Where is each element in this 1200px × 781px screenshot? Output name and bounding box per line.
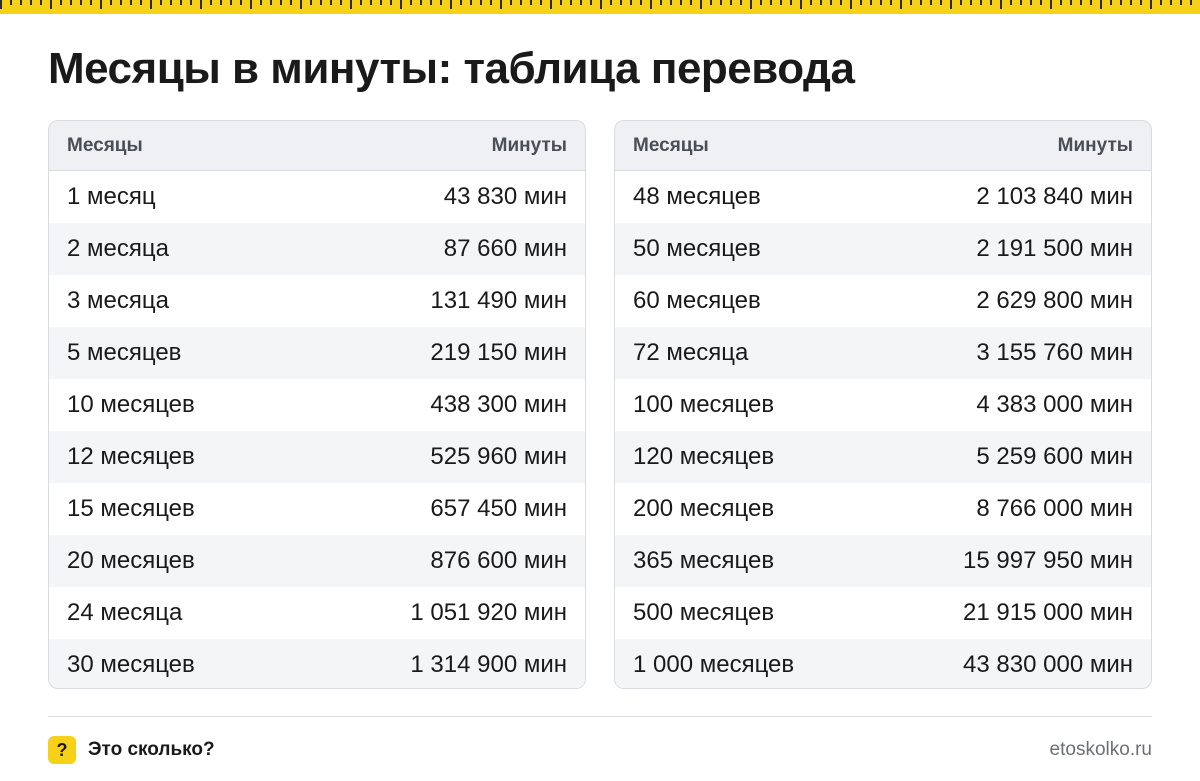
minutes-cell: 87 660 мин xyxy=(443,235,567,262)
table-row: 24 месяца 1 051 920 мин xyxy=(49,587,585,639)
table-row: 60 месяцев 2 629 800 мин xyxy=(615,275,1151,327)
table-header: Месяцы Минуты xyxy=(49,121,585,171)
table-row: 15 месяцев 657 450 мин xyxy=(49,483,585,535)
minutes-cell: 15 997 950 мин xyxy=(963,547,1133,574)
table-row: 100 месяцев 4 383 000 мин xyxy=(615,379,1151,431)
minutes-cell: 1 314 900 мин xyxy=(410,651,567,678)
minutes-cell: 438 300 мин xyxy=(430,391,567,418)
table-row: 200 месяцев 8 766 000 мин xyxy=(615,483,1151,535)
months-cell: 120 месяцев xyxy=(633,443,775,470)
table-row: 12 месяцев 525 960 мин xyxy=(49,431,585,483)
page-title: Месяцы в минуты: таблица перевода xyxy=(48,44,855,93)
table-row: 3 месяца 131 490 мин xyxy=(49,275,585,327)
months-cell: 20 месяцев xyxy=(67,547,195,574)
minutes-cell: 525 960 мин xyxy=(430,443,567,470)
table-row: 120 месяцев 5 259 600 мин xyxy=(615,431,1151,483)
months-cell: 100 месяцев xyxy=(633,391,775,418)
table-row: 20 месяцев 876 600 мин xyxy=(49,535,585,587)
brand-name: Это сколько? xyxy=(88,739,215,760)
minutes-cell: 2 103 840 мин xyxy=(976,183,1133,210)
months-cell: 1 месяц xyxy=(67,183,156,210)
minutes-cell: 1 051 920 мин xyxy=(410,599,567,626)
table-row: 10 месяцев 438 300 мин xyxy=(49,379,585,431)
table-row: 2 месяца 87 660 мин xyxy=(49,223,585,275)
column-header-minutes: Минуты xyxy=(491,134,567,156)
minutes-cell: 21 915 000 мин xyxy=(963,599,1133,626)
question-mark-icon: ? xyxy=(48,736,76,764)
months-cell: 2 месяца xyxy=(67,235,169,262)
minutes-cell: 2 629 800 мин xyxy=(976,287,1133,314)
table-row: 50 месяцев 2 191 500 мин xyxy=(615,223,1151,275)
minutes-cell: 8 766 000 мин xyxy=(976,495,1133,522)
minutes-cell: 219 150 мин xyxy=(430,339,567,366)
table-row: 5 месяцев 219 150 мин xyxy=(49,327,585,379)
table-row: 72 месяца 3 155 760 мин xyxy=(615,327,1151,379)
table-row: 1 месяц 43 830 мин xyxy=(49,171,585,223)
minutes-cell: 43 830 мин xyxy=(443,183,567,210)
months-cell: 15 месяцев xyxy=(67,495,195,522)
site-url[interactable]: etoskolko.ru xyxy=(1049,739,1152,760)
months-cell: 72 месяца xyxy=(633,339,749,366)
table-row: 500 месяцев 21 915 000 мин xyxy=(615,587,1151,639)
minutes-cell: 4 383 000 мин xyxy=(976,391,1133,418)
column-header-months: Месяцы xyxy=(633,134,709,156)
footer-divider xyxy=(48,716,1152,717)
table-row: 48 месяцев 2 103 840 мин xyxy=(615,171,1151,223)
minutes-cell: 43 830 000 мин xyxy=(963,651,1133,678)
months-cell: 365 месяцев xyxy=(633,547,775,574)
table-header: Месяцы Минуты xyxy=(615,121,1151,171)
minutes-cell: 2 191 500 мин xyxy=(976,235,1133,262)
months-cell: 48 месяцев xyxy=(633,183,761,210)
minutes-cell: 657 450 мин xyxy=(430,495,567,522)
conversion-table-left: Месяцы Минуты 1 месяц 43 830 мин 2 месяца 8… xyxy=(48,120,586,689)
column-header-minutes: Минуты xyxy=(1057,134,1133,156)
table-body: 1 месяц 43 830 мин 2 месяца 87 660 мин 3 мес… xyxy=(49,171,585,688)
table-row: 30 месяцев 1 314 900 мин xyxy=(49,639,585,688)
minutes-cell: 131 490 мин xyxy=(430,287,567,314)
table-row: 365 месяцев 15 997 950 мин xyxy=(615,535,1151,587)
minutes-cell: 876 600 мин xyxy=(430,547,567,574)
months-cell: 200 месяцев xyxy=(633,495,775,522)
minutes-cell: 3 155 760 мин xyxy=(976,339,1133,366)
months-cell: 5 месяцев xyxy=(67,339,182,366)
months-cell: 10 месяцев xyxy=(67,391,195,418)
conversion-table-right: Месяцы Минуты 48 месяцев 2 103 840 мин 50 … xyxy=(614,120,1152,689)
minutes-cell: 5 259 600 мин xyxy=(976,443,1133,470)
months-cell: 3 месяца xyxy=(67,287,169,314)
months-cell: 500 месяцев xyxy=(633,599,775,626)
table-row: 1 000 месяцев 43 830 000 мин xyxy=(615,639,1151,688)
months-cell: 50 месяцев xyxy=(633,235,761,262)
months-cell: 24 месяца xyxy=(67,599,183,626)
months-cell: 60 месяцев xyxy=(633,287,761,314)
column-header-months: Месяцы xyxy=(67,134,143,156)
ruler-decoration xyxy=(0,0,1200,14)
months-cell: 30 месяцев xyxy=(67,651,195,678)
months-cell: 12 месяцев xyxy=(67,443,195,470)
table-body: 48 месяцев 2 103 840 мин 50 месяцев 2 191 5… xyxy=(615,171,1151,688)
months-cell: 1 000 месяцев xyxy=(633,651,795,678)
